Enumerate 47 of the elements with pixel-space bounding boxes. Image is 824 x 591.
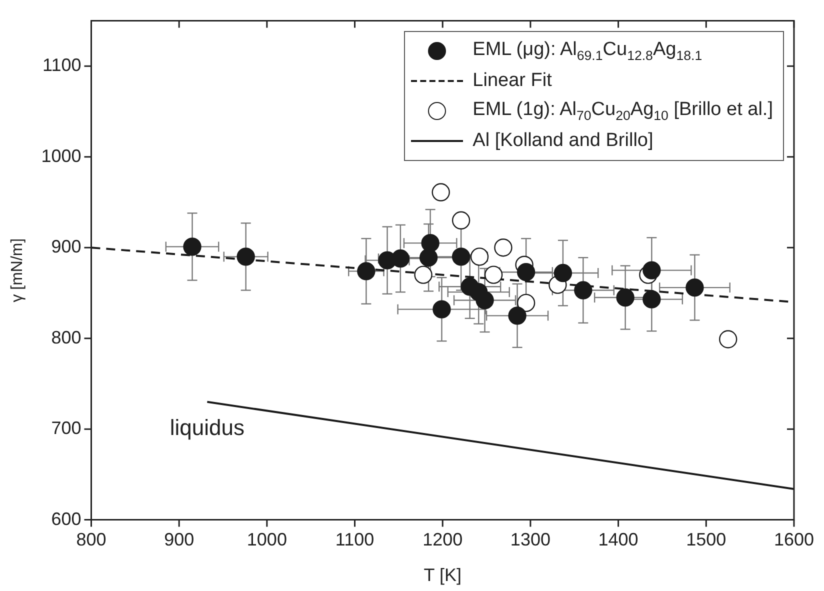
- x-tick-label: 1100: [335, 530, 374, 550]
- point: [554, 264, 572, 282]
- point: [642, 261, 661, 280]
- x-tick-label: 1300: [510, 530, 550, 550]
- point: [236, 248, 255, 266]
- x-tick-label: 900: [164, 530, 194, 550]
- point: [357, 262, 376, 280]
- annotation: liquidus: [170, 414, 244, 440]
- point: [452, 248, 470, 266]
- point: [516, 294, 536, 312]
- y-tick-label: 700: [51, 418, 82, 438]
- point: [686, 278, 704, 297]
- point: [476, 291, 494, 310]
- point: [391, 249, 410, 268]
- point: [642, 290, 661, 308]
- x-tick-label: 1200: [422, 530, 463, 550]
- legend-label: Linear Fit: [472, 70, 552, 92]
- legend-label: Al [Kolland and Brillo]: [472, 130, 654, 152]
- point: [432, 183, 450, 202]
- point: [494, 238, 512, 257]
- y-tick-label: 600: [51, 508, 82, 529]
- point: [414, 266, 432, 284]
- point: [470, 248, 489, 266]
- y-tick-label: 900: [51, 236, 82, 257]
- x-tick-label: 1400: [598, 530, 638, 550]
- x-tick-label: 1600: [774, 530, 814, 550]
- point: [718, 330, 738, 348]
- x-tick-label: 1500: [686, 530, 726, 550]
- legend-label: EML (μg): Al$_{69.1}$Cu$_{12.8}$Ag$_{18.1}$: [472, 38, 702, 63]
- y-tick-label: 1100: [42, 55, 82, 76]
- point: [616, 288, 634, 307]
- x-tick-label: 800: [76, 530, 106, 550]
- point: [452, 211, 470, 230]
- y-tick-label: 1000: [41, 146, 82, 166]
- x-axis-title: T [K]: [424, 565, 462, 586]
- y-axis-title: γ [mN/m]: [9, 238, 26, 302]
- point: [432, 300, 451, 318]
- y-tick-label: 800: [51, 327, 82, 348]
- point: [516, 263, 536, 282]
- x-tick-label: 1000: [246, 530, 287, 550]
- point: [421, 234, 440, 252]
- point: [484, 266, 503, 284]
- point: [574, 281, 592, 300]
- legend-label: EML (1g): Al$_{70}$Cu$_{20}$Ag$_{10}$ [Brillo et al.]: [472, 98, 773, 123]
- point: [183, 238, 202, 256]
- point: [508, 306, 526, 325]
- point: [419, 248, 438, 267]
